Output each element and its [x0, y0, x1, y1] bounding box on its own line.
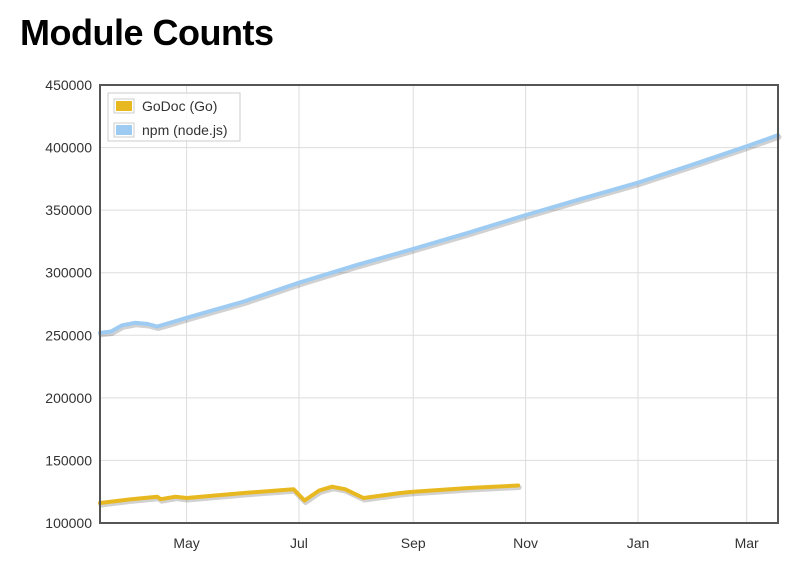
y-tick-label: 450000 [45, 77, 92, 93]
x-tick-label: Jan [627, 535, 650, 551]
y-tick-label: 400000 [45, 140, 92, 156]
y-tick-label: 200000 [45, 390, 92, 406]
plot-border [99, 84, 779, 524]
y-tick-label: 150000 [45, 452, 92, 468]
x-tick-label: Sep [401, 535, 426, 551]
x-tick-label: May [173, 535, 199, 551]
x-tick-label: Jul [290, 535, 308, 551]
y-tick-label: 300000 [45, 265, 92, 281]
page-title: Module Counts [20, 12, 274, 53]
y-tick-label: 350000 [45, 202, 92, 218]
series-line-0 [98, 483, 521, 505]
legend-label: GoDoc (Go) [142, 98, 217, 114]
legend-label: npm (node.js) [142, 122, 228, 138]
y-tick-label: 100000 [45, 515, 92, 531]
legend-swatch [116, 125, 132, 135]
series-line-1 [98, 133, 780, 335]
legend-swatch [116, 101, 132, 111]
plot-area [100, 85, 778, 523]
x-tick-label: Nov [513, 535, 538, 551]
y-tick-label: 250000 [45, 327, 92, 343]
x-tick-label: Mar [735, 535, 759, 551]
